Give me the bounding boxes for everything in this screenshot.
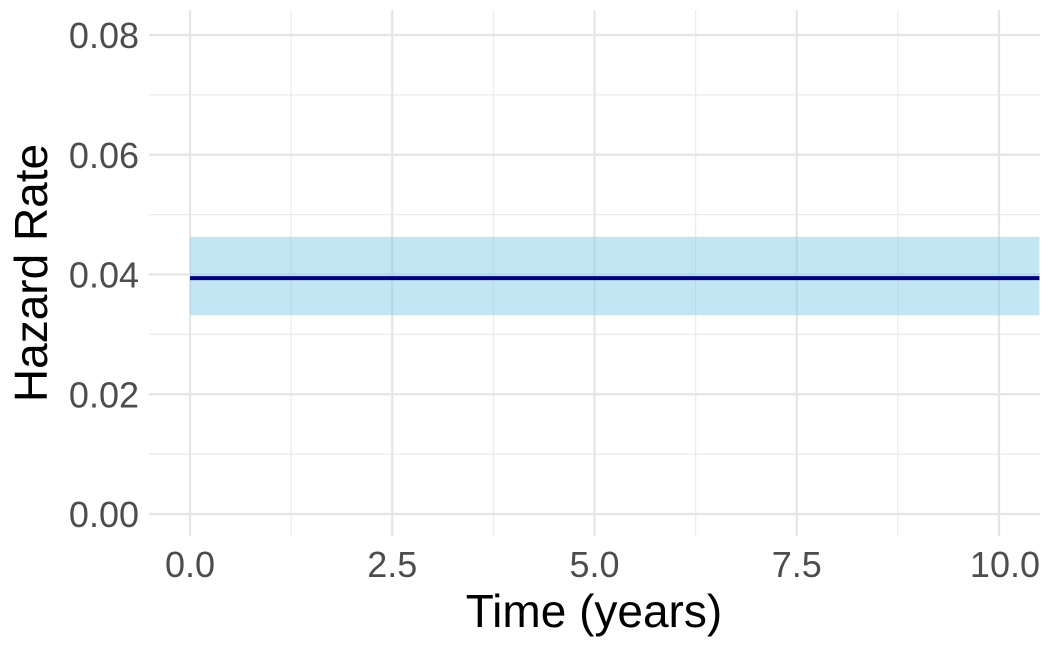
x-axis-title: Time (years) bbox=[466, 585, 722, 637]
x-axis-ticks: 0.0 2.5 5.0 7.5 10.0 bbox=[165, 544, 1040, 585]
x-tick-label: 7.5 bbox=[772, 544, 822, 585]
x-tick-label: 0.0 bbox=[165, 544, 215, 585]
x-tick-label: 5.0 bbox=[569, 544, 619, 585]
y-tick-label: 0.06 bbox=[69, 135, 139, 176]
y-axis-title: Hazard Rate bbox=[5, 144, 57, 402]
y-tick-label: 0.00 bbox=[69, 494, 139, 535]
y-axis-ticks: 0.00 0.02 0.04 0.06 0.08 bbox=[69, 15, 139, 535]
x-tick-label: 2.5 bbox=[367, 544, 417, 585]
y-tick-label: 0.04 bbox=[69, 255, 139, 296]
y-tick-label: 0.08 bbox=[69, 15, 139, 56]
y-tick-label: 0.02 bbox=[69, 374, 139, 415]
x-tick-label: 10.0 bbox=[970, 544, 1040, 585]
confidence-band bbox=[190, 236, 1040, 316]
confidence-bands bbox=[190, 236, 1040, 316]
